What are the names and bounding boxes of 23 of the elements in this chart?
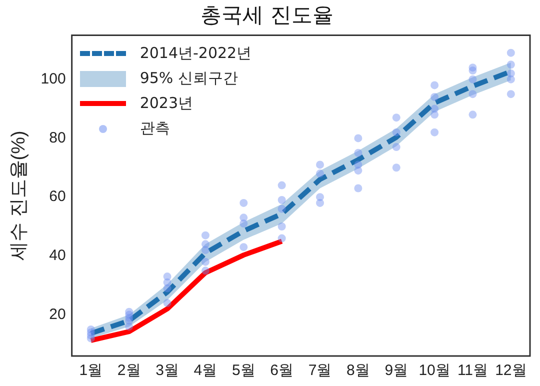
x-tick-label: 7월 (308, 362, 332, 380)
y-axis-title: 세수 진도율(%) (8, 130, 30, 261)
x-tick-label: 8월 (346, 362, 370, 380)
y-tick-label: 60 (49, 188, 66, 206)
x-tick-label: 9월 (384, 362, 408, 380)
x-tick-label: 1월 (79, 362, 103, 380)
x-tick-label: 10월 (418, 362, 450, 380)
legend-label: 2014년-2022년 (140, 44, 252, 64)
x-tick-label: 5월 (232, 362, 256, 380)
chart-title: 총국세 진도율 (200, 3, 334, 28)
y-tick-label: 40 (49, 247, 66, 264)
annotation: 95% 신뢰구간 (140, 69, 238, 88)
x-tick-label: 6월 (270, 362, 294, 380)
x-tick-label: 11월 (457, 362, 488, 380)
x-tick-label: 4월 (194, 362, 218, 380)
legend-label: 관측 (140, 119, 170, 138)
y-tick-label: 20 (49, 306, 66, 323)
y-tick-label: 80 (49, 129, 66, 146)
x-tick-label: 12월 (495, 362, 527, 380)
x-tick-label: 3월 (156, 362, 179, 380)
y-tick-label: 100 (40, 70, 66, 88)
legend-label: 2023년 (140, 94, 193, 114)
x-tick-label: 2월 (117, 362, 141, 380)
